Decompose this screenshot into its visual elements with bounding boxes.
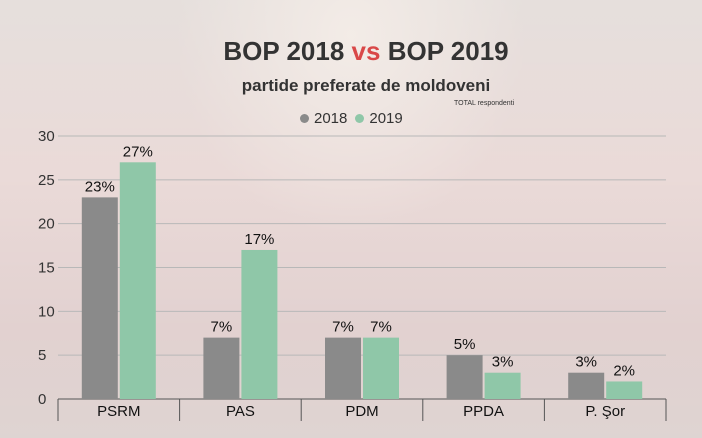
legend-label-2018: 2018 bbox=[314, 110, 348, 127]
data-label-2019: 27% bbox=[123, 143, 153, 160]
data-label-2018: 3% bbox=[575, 354, 597, 371]
chart-subtitle: partide preferate de moldoveni bbox=[241, 76, 491, 95]
y-tick-label: 10 bbox=[38, 303, 55, 320]
legend-swatch-2018 bbox=[300, 114, 309, 123]
bar-2019 bbox=[119, 162, 156, 399]
x-category-label: PSRM bbox=[97, 403, 140, 420]
title-vs: vs bbox=[351, 36, 381, 66]
bar-2019 bbox=[606, 381, 643, 399]
bar-2018 bbox=[446, 355, 483, 399]
data-label-2018: 5% bbox=[454, 336, 476, 353]
data-label-2018: 23% bbox=[85, 178, 115, 195]
x-category-label: P. Şor bbox=[585, 403, 625, 420]
title-right: BOP 2019 bbox=[387, 36, 509, 66]
y-tick-label: 15 bbox=[38, 260, 55, 277]
legend-swatch-2019 bbox=[355, 114, 365, 123]
legend: 2018 2019 bbox=[300, 110, 411, 127]
bar-2018 bbox=[81, 197, 118, 399]
data-label-2019: 2% bbox=[613, 362, 635, 379]
data-label-2019: 17% bbox=[244, 231, 274, 248]
y-tick-label: 25 bbox=[38, 172, 55, 189]
y-tick-label: 5 bbox=[38, 347, 46, 364]
chart-title: BOP 2018 vs BOP 2019 bbox=[0, 36, 702, 67]
bar-2019 bbox=[484, 372, 521, 399]
legend-item-2019: 2019 bbox=[355, 110, 403, 127]
x-category-label: PPDA bbox=[463, 403, 504, 420]
bar-2018 bbox=[325, 337, 361, 399]
data-label-2018: 7% bbox=[332, 319, 354, 336]
legend-label-2019: 2019 bbox=[369, 110, 403, 127]
bar-2018 bbox=[568, 372, 605, 399]
data-label-2019: 7% bbox=[370, 319, 392, 336]
y-tick-label: 0 bbox=[38, 391, 46, 408]
chart-note: TOTAL respondenti bbox=[454, 100, 515, 107]
bar-2019 bbox=[241, 249, 278, 399]
bar-2019 bbox=[363, 337, 399, 399]
data-label-2019: 3% bbox=[492, 354, 514, 371]
x-category-label: PDM bbox=[345, 403, 378, 420]
x-category-label: PAS bbox=[226, 403, 255, 420]
legend-item-2018: 2018 bbox=[300, 110, 347, 127]
y-tick-label: 30 bbox=[38, 128, 55, 145]
title-left: BOP 2018 bbox=[223, 36, 345, 66]
y-tick-label: 20 bbox=[38, 216, 55, 233]
bar-2018 bbox=[203, 337, 240, 399]
data-label-2018: 7% bbox=[211, 319, 233, 336]
